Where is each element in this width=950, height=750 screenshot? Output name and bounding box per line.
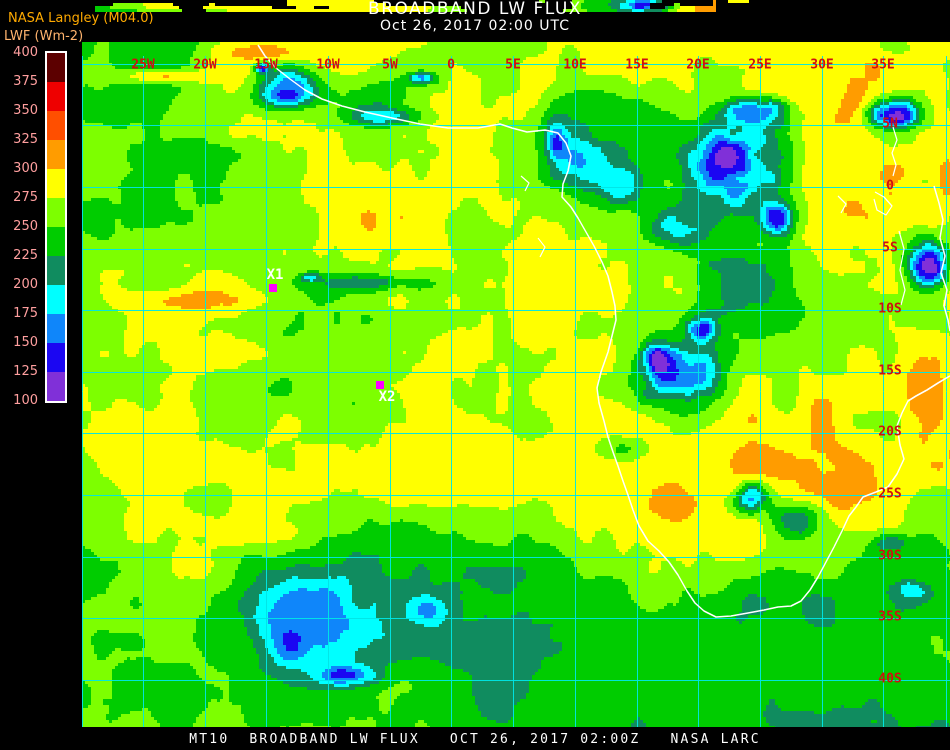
- timestamp: Oct 26, 2017 02:00 UTC: [380, 18, 570, 34]
- top-strip-raster: [95, 0, 950, 12]
- colorbar-segment: [47, 198, 65, 227]
- colorbar: [45, 51, 67, 403]
- colorbar-segment: [47, 82, 65, 111]
- map-canvas: [82, 42, 950, 727]
- colorbar-segment: [47, 314, 65, 343]
- colorbar-segment: [47, 256, 65, 285]
- colorbar-tick: 375: [13, 74, 38, 89]
- units-label: LWF (Wm-2): [4, 29, 84, 44]
- colorbar-tick: 325: [13, 132, 38, 147]
- colorbar-tick: 200: [13, 277, 38, 292]
- page-title: BROADBAND LW FLUX: [368, 0, 582, 19]
- colorbar-segment: [47, 372, 65, 401]
- colorbar-segment: [47, 227, 65, 256]
- colorbar-tick: 150: [13, 335, 38, 350]
- colorbar-segment: [47, 343, 65, 372]
- colorbar-tick: 225: [13, 248, 38, 263]
- colorbar-tick: 100: [13, 393, 38, 408]
- colorbar-segment: [47, 169, 65, 198]
- footer-text: MT10 BROADBAND LW FLUX OCT 26, 2017 02:0…: [189, 731, 761, 747]
- colorbar-tick: 350: [13, 103, 38, 118]
- colorbar-tick: 400: [13, 45, 38, 60]
- colorbar-segment: [47, 285, 65, 314]
- colorbar-tick: 250: [13, 219, 38, 234]
- source-label: NASA Langley (M04.0): [8, 11, 154, 26]
- colorbar-segment: [47, 53, 65, 82]
- colorbar-tick: 300: [13, 161, 38, 176]
- colorbar-tick: 125: [13, 364, 38, 379]
- header: BROADBAND LW FLUX Oct 26, 2017 02:00 UTC: [0, 0, 950, 34]
- colorbar-tick: 275: [13, 190, 38, 205]
- colorbar-segment: [47, 111, 65, 140]
- footer-bar: MT10 BROADBAND LW FLUX OCT 26, 2017 02:0…: [0, 728, 950, 750]
- colorbar-segment: [47, 140, 65, 169]
- colorbar-tick: 175: [13, 306, 38, 321]
